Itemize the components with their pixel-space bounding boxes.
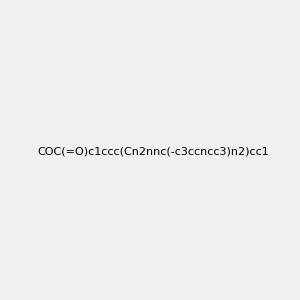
Text: COC(=O)c1ccc(Cn2nnc(-c3ccncc3)n2)cc1: COC(=O)c1ccc(Cn2nnc(-c3ccncc3)n2)cc1 — [38, 146, 270, 157]
